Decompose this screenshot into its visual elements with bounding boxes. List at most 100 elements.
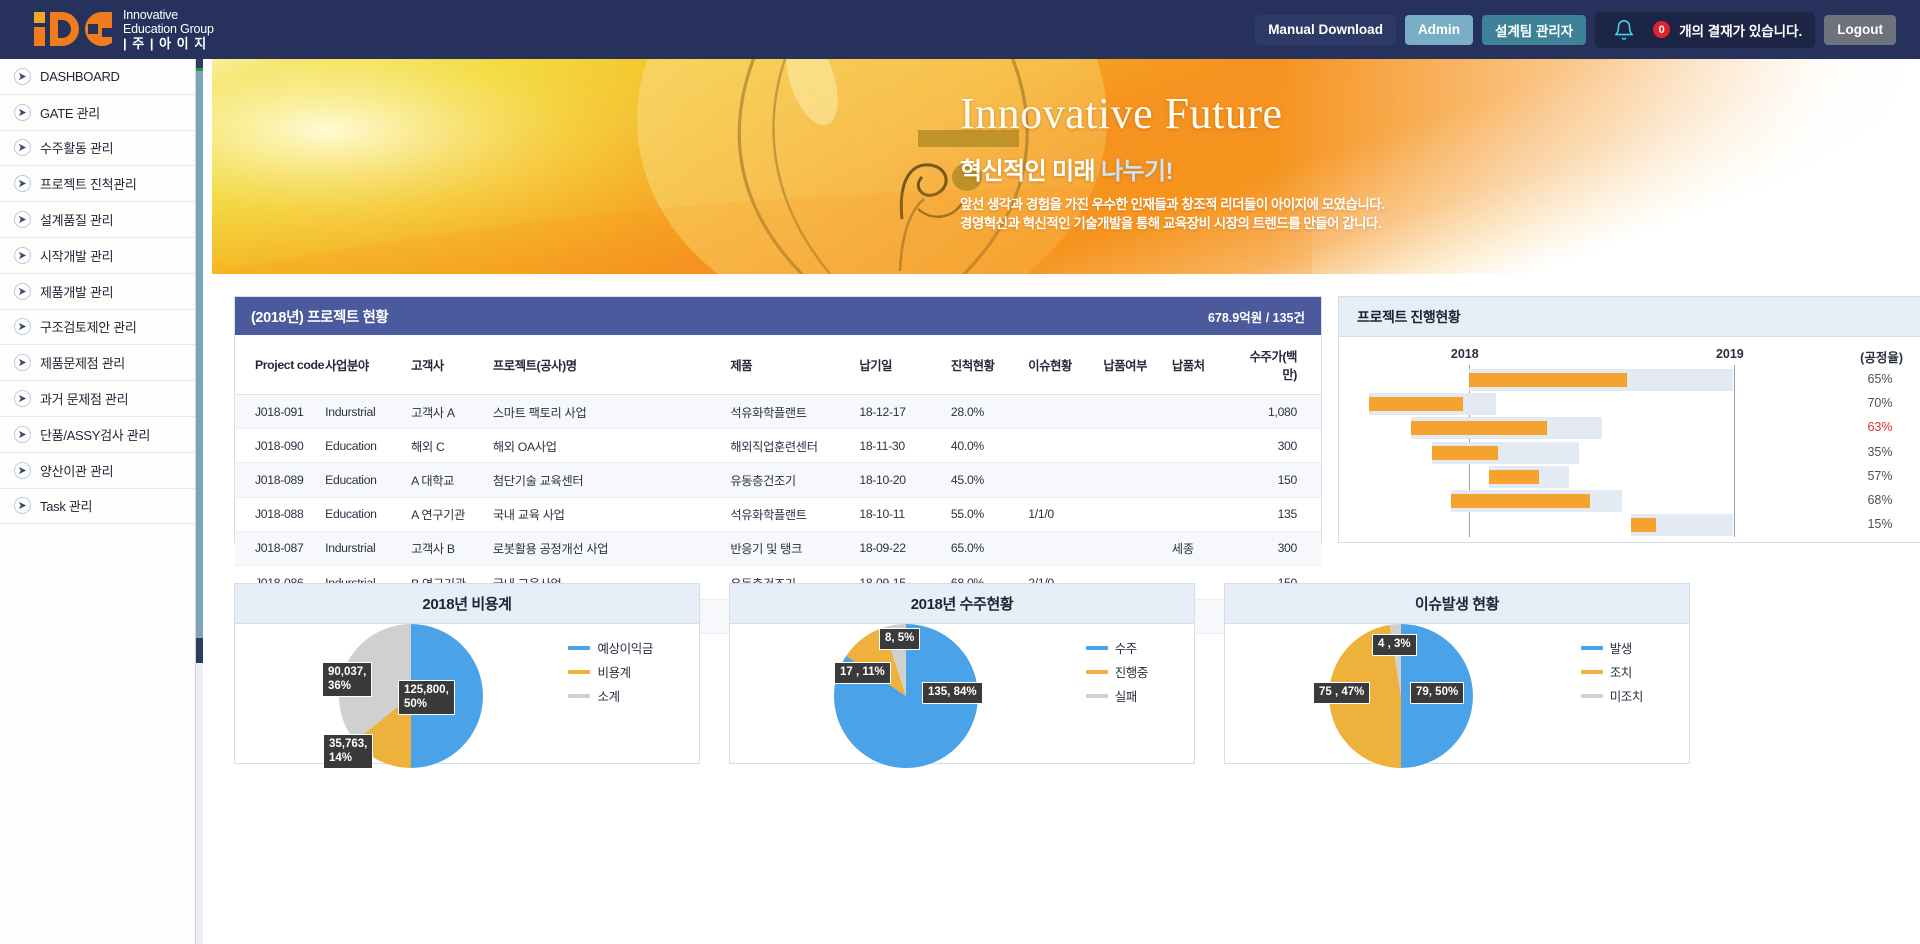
hero-title: Innovative Future xyxy=(960,89,1283,138)
legend-item-3[interactable]: 실패 xyxy=(1085,686,1148,705)
sidebar-item-label: 단품/ASSY검사 관리 xyxy=(40,427,151,443)
legend-item-2[interactable]: 비용계 xyxy=(568,662,653,681)
manual-download-button[interactable]: Manual Download xyxy=(1255,14,1396,45)
column-header-8: 이슈현황 xyxy=(1028,335,1104,395)
cell-price: 135 xyxy=(1236,497,1321,532)
legend-item-1[interactable]: 수주 xyxy=(1085,638,1148,657)
pie-data-label-2: 17 , 11% xyxy=(834,662,891,684)
sidebar-item-5[interactable]: 설계품질 관리 xyxy=(0,202,195,238)
bell-icon[interactable] xyxy=(1604,16,1644,44)
project-progress-card: 프로젝트 진행현황 2018 2019 (공정율) 65% 70% 63% 35% 57% 68… xyxy=(1338,296,1920,543)
issue-pie-header: 이슈발생 현황 xyxy=(1225,584,1689,624)
pie-slice-2[interactable] xyxy=(846,627,906,696)
notification-area[interactable]: 0 개의 결재가 있습니다. xyxy=(1595,11,1816,48)
cell-product: 해외직업훈련센터 xyxy=(730,428,860,464)
issue-pie-title: 이슈발생 현황 xyxy=(1414,596,1500,613)
brand-line-2: Education Group xyxy=(123,21,214,36)
legend-item-2[interactable]: 진행중 xyxy=(1085,662,1149,681)
cell-progress: 28.0% xyxy=(950,394,1029,430)
gantt-bar-track[interactable] xyxy=(1488,465,1569,488)
table-row[interactable]: J018-087 Indurstrial 고객사 B 로봇활용 공정개선 사업 반응기 … xyxy=(235,531,1321,566)
sidebar-item-9[interactable]: 제품문제점 관리 xyxy=(0,345,195,382)
brand-line-1: Innovative xyxy=(123,7,178,22)
sidebar-item-13[interactable]: Task 관리 xyxy=(0,489,195,525)
cell-delivered xyxy=(1103,428,1172,464)
gantt-bar-track[interactable] xyxy=(1468,369,1734,391)
brand-logo[interactable]: Innovative Education Group | 주 | 아 이 지 xyxy=(32,8,214,52)
cell-delivered xyxy=(1103,462,1172,498)
sidebar-item-8[interactable]: 구조검토제안 관리 xyxy=(0,310,195,346)
table-row[interactable]: J018-090 Education 해외 C 해외 OA사업 해외직업훈련센터 18-1… xyxy=(235,428,1321,464)
gantt-rate-value: 57% xyxy=(1867,468,1893,483)
legend-item-3[interactable]: 소계 xyxy=(568,686,653,705)
cell-field: Education xyxy=(325,497,412,532)
cell-progress: 40.0% xyxy=(950,428,1029,464)
sidebar-item-3[interactable]: 수주활동 관리 xyxy=(0,131,195,167)
gantt-rate-value: 68% xyxy=(1867,493,1893,507)
gantt-chart: 2018 2019 (공정율) 65% 70% 63% 35% 57% 68% 15% xyxy=(1339,337,1920,543)
sidebar-item-6[interactable]: 시작개발 관리 xyxy=(0,238,195,274)
arrow-right-icon xyxy=(14,425,31,443)
gantt-bar-track[interactable] xyxy=(1369,393,1496,416)
gantt-bar-track[interactable] xyxy=(1411,417,1603,440)
arrow-right-icon xyxy=(14,67,31,85)
gantt-bar-track[interactable] xyxy=(1630,514,1734,537)
pie-slice-3[interactable] xyxy=(339,624,411,742)
cell-dest xyxy=(1171,497,1237,532)
legend-item-2[interactable]: 조치 xyxy=(1580,662,1643,681)
admin-button[interactable]: Admin xyxy=(1404,14,1473,45)
legend-swatch-icon xyxy=(1580,669,1603,674)
cell-delivered xyxy=(1103,531,1172,566)
legend-label: 예상이익금 xyxy=(597,642,653,656)
sidebar-item-12[interactable]: 양산이관 관리 xyxy=(0,453,195,489)
cell-field: Indurstrial xyxy=(325,531,412,566)
sidebar-item-10[interactable]: 과거 문제점 관리 xyxy=(0,381,195,417)
pie-data-label-3: 90,037, 36% xyxy=(322,662,373,698)
order-pie-title: 2018년 수주현황 xyxy=(910,596,1014,613)
legend-item-1[interactable]: 발생 xyxy=(1580,638,1643,657)
gantt-axis-label-2019: 2019 xyxy=(1715,347,1744,361)
table-row[interactable]: J018-089 Education A 대학교 첨단기술 교육센터 유동층건조기 18-… xyxy=(235,462,1321,498)
table-row[interactable]: J018-091 Indurstrial 고객사 A 스마트 팩토리 사업 석유화학플랜… xyxy=(235,394,1321,430)
sidebar-scroll-up-button[interactable] xyxy=(196,59,203,68)
cell-dest xyxy=(1171,428,1237,464)
sidebar-item-11[interactable]: 단품/ASSY검사 관리 xyxy=(0,417,195,453)
sidebar-item-7[interactable]: 제품개발 관리 xyxy=(0,274,195,310)
gantt-rate-header: (공정율) xyxy=(1860,351,1903,365)
cost-pie-title: 2018년 비용계 xyxy=(422,596,512,613)
legend-swatch-icon xyxy=(568,693,591,698)
arrow-right-icon xyxy=(14,246,31,264)
sidebar-item-1[interactable]: DASHBOARD xyxy=(0,59,195,95)
cell-issue xyxy=(1028,394,1104,430)
table-row[interactable]: J018-088 Education A 연구기관 국내 교육 사업 석유화학플랜트 18… xyxy=(235,497,1321,532)
pie-data-label-1: 125,800, 50% xyxy=(398,680,455,716)
gantt-bar-track[interactable] xyxy=(1432,441,1579,464)
cell-field: Education xyxy=(325,462,412,498)
gantt-bar-track[interactable] xyxy=(1451,490,1623,512)
cell-price: 300 xyxy=(1236,428,1321,464)
arrow-right-icon xyxy=(14,103,31,121)
column-header-3: 고객사 xyxy=(411,335,493,395)
cell-due: 18-10-11 xyxy=(859,497,951,532)
legend-item-3[interactable]: 미조치 xyxy=(1580,686,1643,705)
sidebar-item-2[interactable]: GATE 관리 xyxy=(0,95,195,131)
legend-item-1[interactable]: 예상이익금 xyxy=(568,638,653,657)
cell-price: 300 xyxy=(1236,531,1321,566)
sidebar-item-4[interactable]: 프로젝트 진척관리 xyxy=(0,166,195,203)
logout-button[interactable]: Logout xyxy=(1824,14,1896,45)
sidebar-scroll-down-button[interactable] xyxy=(196,638,203,663)
cell-delivered xyxy=(1103,394,1172,430)
sidebar-scrollbar-thumb[interactable] xyxy=(196,59,203,659)
pie-data-label-1: 135, 84% xyxy=(922,682,983,704)
cell-name: 로봇활용 공정개선 사업 xyxy=(492,531,731,566)
column-header-2: 사업분야 xyxy=(325,335,412,395)
legend-label: 진행중 xyxy=(1114,666,1149,680)
team-manager-button[interactable]: 설계팀 관리자 xyxy=(1481,14,1587,45)
sidebar-item-label: 시작개발 관리 xyxy=(40,248,114,264)
pie-data-label-2: 75 , 47% xyxy=(1313,682,1371,704)
pie-data-label-3: 8, 5% xyxy=(879,628,921,650)
cost-pie-body: 125,800, 50% 35,763, 14% 90,037, 36% 예상이익금 비… xyxy=(235,624,699,770)
cell-client: 고객사 A xyxy=(411,394,493,430)
